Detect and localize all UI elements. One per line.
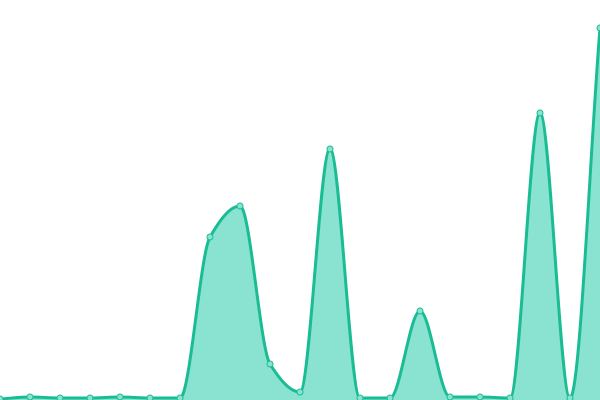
data-point[interactable]: [506, 394, 514, 400]
area-fill: [0, 28, 600, 400]
data-point[interactable]: [416, 307, 424, 315]
data-point[interactable]: [266, 360, 274, 368]
data-point[interactable]: [56, 394, 64, 400]
data-point[interactable]: [0, 395, 4, 400]
data-point[interactable]: [26, 393, 34, 400]
data-point[interactable]: [326, 145, 334, 153]
data-point[interactable]: [356, 394, 364, 400]
data-point[interactable]: [86, 394, 94, 400]
data-point[interactable]: [536, 109, 544, 117]
data-point[interactable]: [236, 202, 244, 210]
data-point[interactable]: [446, 393, 454, 400]
data-point[interactable]: [566, 394, 574, 400]
data-point[interactable]: [596, 24, 600, 32]
data-point[interactable]: [176, 394, 184, 400]
data-point[interactable]: [116, 393, 124, 400]
data-point[interactable]: [476, 393, 484, 400]
data-point[interactable]: [206, 233, 214, 241]
data-point[interactable]: [146, 394, 154, 400]
data-point[interactable]: [296, 388, 304, 396]
series-line: [0, 27, 600, 400]
data-point[interactable]: [386, 394, 394, 400]
